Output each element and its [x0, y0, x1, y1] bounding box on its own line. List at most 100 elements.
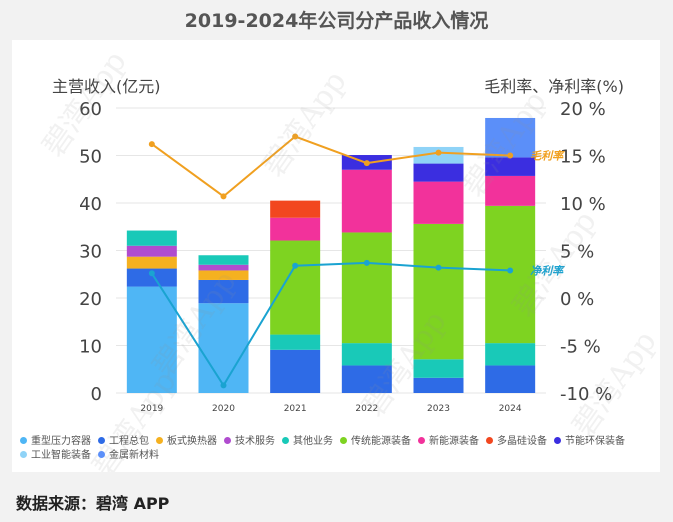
legend-item[interactable]: 新能源装备 — [418, 435, 479, 449]
line-point — [507, 152, 514, 159]
x-tick-label: 2023 — [427, 404, 450, 414]
legend-item[interactable]: 金属新材料 — [98, 449, 159, 463]
bar-segment — [341, 365, 392, 393]
bar-segment — [485, 117, 536, 158]
y-tick-label-left: 50 — [79, 147, 102, 168]
bar-segment — [270, 349, 321, 393]
legend-item[interactable]: 其他业务 — [282, 435, 333, 449]
line-point — [435, 149, 442, 156]
legend-dot-icon — [554, 437, 561, 444]
line-point — [435, 264, 442, 271]
bar-segment — [126, 268, 177, 287]
y-tick-label-right: 20 % — [560, 99, 606, 120]
data-source: 数据来源：碧湾 APP — [16, 494, 170, 513]
legend-item[interactable]: 技术服务 — [224, 435, 275, 449]
legend-item[interactable]: 传统能源装备 — [340, 435, 411, 449]
legend-label: 节能环保装备 — [565, 436, 625, 447]
y-tick-label-left: 20 — [79, 289, 102, 310]
legend-label: 板式换热器 — [167, 436, 217, 447]
bar-segment — [341, 343, 392, 366]
line-series — [151, 135, 511, 198]
legend-dot-icon — [340, 437, 347, 444]
bar-segment — [198, 270, 249, 280]
x-tick-label: 2021 — [284, 404, 307, 414]
legend-item[interactable]: 工业智能装备 — [20, 449, 91, 463]
y-tick-label-right: 15 % — [560, 147, 606, 168]
legend-label: 金属新材料 — [109, 450, 159, 461]
line-end-label: 净利率 — [530, 264, 565, 277]
bar-segment — [413, 377, 464, 393]
line-point — [148, 270, 155, 277]
bar-segment — [485, 365, 536, 393]
bar-segment — [341, 232, 392, 344]
bar-segment — [485, 343, 536, 366]
y-tick-label-right: 0 % — [560, 289, 594, 310]
legend-dot-icon — [98, 437, 105, 444]
chart-panel: 主营收入(亿元) 毛利率、净利率(%) 0 10 20 30 40 50 60 -10 % -5 %… — [12, 40, 660, 472]
x-tick-label: 2024 — [499, 404, 522, 414]
bar-segment — [485, 175, 536, 206]
chart-title: 2019-2024年公司分产品收入情况 — [184, 10, 489, 32]
bar-segment — [341, 169, 392, 233]
y-axis-title-left: 主营收入(亿元) — [52, 77, 161, 96]
legend-dot-icon — [98, 451, 105, 458]
legend-label: 多晶硅设备 — [497, 436, 547, 447]
bar-segment — [126, 256, 177, 269]
line-point — [507, 267, 514, 274]
bar-segment — [413, 163, 464, 182]
y-axis-title-right: 毛利率、净利率(%) — [484, 77, 624, 96]
line-point — [220, 382, 227, 389]
bar-segment — [126, 230, 177, 246]
legend-dot-icon — [224, 437, 231, 444]
y-tick-label-right: -5 % — [560, 337, 601, 358]
bar-segment — [126, 286, 177, 393]
bar-segment — [485, 205, 536, 344]
legend-item[interactable]: 工程总包 — [98, 435, 149, 449]
line-point — [363, 259, 370, 266]
line-point — [292, 262, 299, 269]
legend-label: 工程总包 — [109, 436, 149, 447]
chart-legend: 重型压力容器 工程总包 板式换热器 技术服务 其他业务 传统能源装备 新能源装备 多晶硅设备 节… — [20, 435, 660, 463]
y-tick-label-left: 60 — [79, 99, 102, 120]
bar-segment — [198, 279, 249, 304]
legend-label: 传统能源装备 — [351, 436, 411, 447]
bar-segment — [126, 245, 177, 257]
x-tick-label: 2022 — [355, 404, 378, 414]
line-end-label: 毛利率 — [530, 150, 565, 163]
legend-dot-icon — [486, 437, 493, 444]
line-series — [150, 261, 511, 388]
legend-label: 工业智能装备 — [31, 450, 91, 461]
line-point — [148, 141, 155, 148]
x-tick-label: 2019 — [140, 404, 163, 414]
bar-segment — [270, 200, 321, 218]
y-tick-label-right: 5 % — [560, 242, 594, 263]
x-tick-label: 2020 — [212, 404, 235, 414]
bar-segment — [270, 217, 321, 241]
y-tick-label-left: 10 — [79, 337, 102, 358]
bar-segment — [413, 359, 464, 378]
y-tick-label-left: 30 — [79, 242, 102, 263]
bar-segment — [413, 181, 464, 224]
chart-svg: 主营收入(亿元) 毛利率、净利率(%) 0 10 20 30 40 50 60 -10 % -5 %… — [52, 77, 624, 414]
legend-item[interactable]: 节能环保装备 — [554, 435, 625, 449]
legend-label: 重型压力容器 — [31, 436, 91, 447]
bar-segment — [198, 255, 249, 265]
legend-label: 其他业务 — [293, 436, 333, 447]
legend-item[interactable]: 多晶硅设备 — [486, 435, 547, 449]
bar-segment — [198, 264, 249, 271]
legend-item[interactable]: 板式换热器 — [156, 435, 217, 449]
legend-dot-icon — [282, 437, 289, 444]
legend-label: 新能源装备 — [429, 436, 479, 447]
y-tick-label-left: 40 — [79, 194, 102, 215]
line-point — [292, 133, 299, 140]
bar-segment — [270, 334, 321, 350]
y-tick-label-left: 0 — [91, 384, 102, 405]
legend-dot-icon — [20, 451, 27, 458]
bar-segment — [270, 240, 321, 335]
line-point — [363, 160, 370, 167]
bar-segment — [198, 303, 249, 393]
legend-dot-icon — [418, 437, 425, 444]
line-point — [220, 193, 227, 200]
legend-item[interactable]: 重型压力容器 — [20, 435, 91, 449]
y-tick-label-right: 10 % — [560, 194, 606, 215]
